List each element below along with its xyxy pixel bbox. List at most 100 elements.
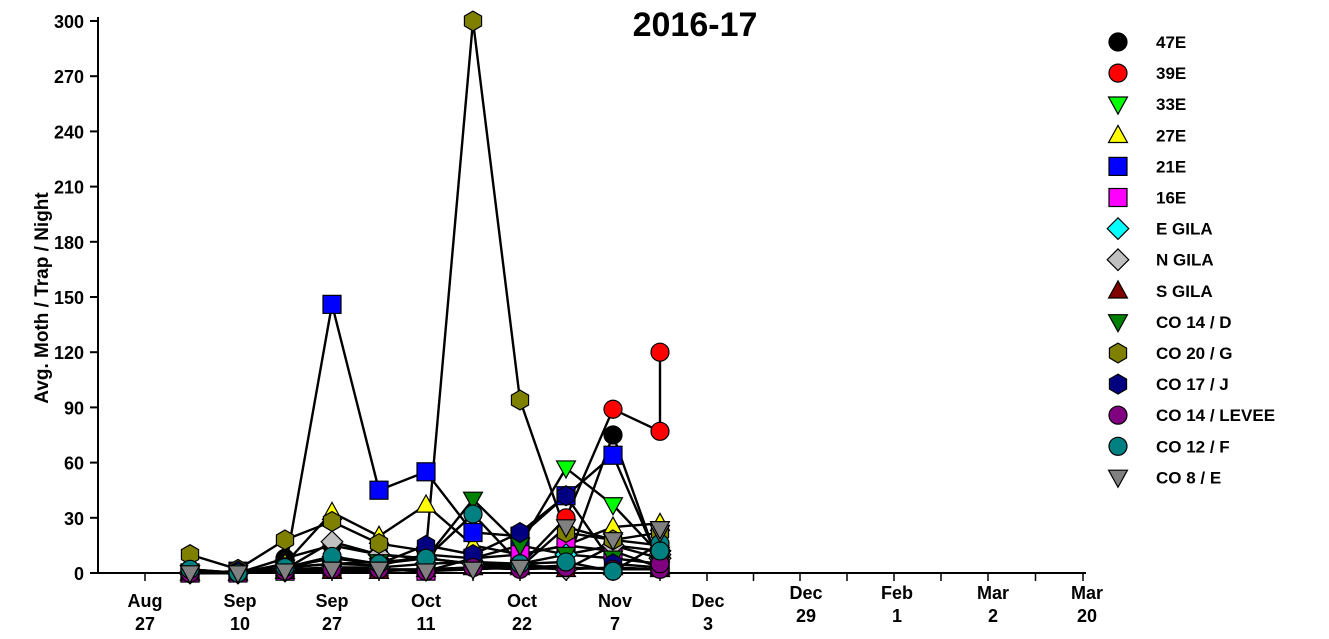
- data-point: [415, 563, 437, 583]
- legend-item: 27E: [1107, 124, 1186, 145]
- legend-marker: [1107, 279, 1129, 299]
- y-tick-label: 300: [54, 12, 84, 32]
- legend-marker: [1108, 32, 1128, 52]
- legend-label: 27E: [1156, 126, 1186, 145]
- x-tick-month: Feb: [881, 583, 913, 603]
- x-tick-month: Sep: [315, 591, 348, 611]
- legend-item: N GILA: [1106, 248, 1214, 272]
- legend: 47E 39E 33E 27E 21E 16E E GILA N GILA S GILA CO 1…: [1106, 32, 1275, 489]
- data-point: [556, 485, 576, 507]
- legend-label: CO 14 / LEVEE: [1156, 406, 1275, 425]
- x-tick-month: Oct: [411, 591, 441, 611]
- x-tick-day: 7: [610, 614, 620, 634]
- legend-item: 47E: [1108, 32, 1186, 52]
- y-tick-label: 90: [64, 398, 84, 418]
- legend-label: S GILA: [1156, 282, 1213, 301]
- x-tick-day: 22: [512, 614, 532, 634]
- x-tick-month: Mar: [1071, 583, 1103, 603]
- legend-label: N GILA: [1156, 251, 1214, 270]
- legend-label: 21E: [1156, 157, 1186, 176]
- legend-item: CO 20 / G: [1108, 342, 1233, 364]
- legend-marker: [1108, 405, 1128, 425]
- y-tick-label: 150: [54, 288, 84, 308]
- data-point: [227, 565, 249, 585]
- data-point: [274, 563, 296, 583]
- data-point: [463, 522, 483, 543]
- x-tick-month: Oct: [507, 591, 537, 611]
- data-point: [509, 559, 531, 579]
- legend-marker: [1107, 124, 1129, 144]
- data-point: [462, 491, 484, 511]
- series-markers: [178, 10, 672, 585]
- legend-marker: [1108, 373, 1128, 395]
- legend-item: 39E: [1108, 63, 1186, 83]
- y-tick-label: 120: [54, 343, 84, 363]
- data-point: [415, 493, 437, 513]
- x-tick-day: 29: [796, 606, 816, 626]
- legend-label: E GILA: [1156, 220, 1213, 239]
- data-point: [368, 561, 390, 581]
- data-point: [462, 561, 484, 581]
- legend-item: CO 14 / D: [1107, 313, 1232, 334]
- axes: 0306090120150180210240270300Aug27Sep10Se…: [54, 12, 1103, 634]
- legend-label: 47E: [1156, 33, 1186, 52]
- legend-marker: [1107, 96, 1129, 116]
- x-tick-month: Sep: [223, 591, 256, 611]
- legend-marker: [1108, 436, 1128, 456]
- data-point: [649, 521, 671, 540]
- x-tick-day: 27: [135, 614, 155, 634]
- x-tick-day: 11: [416, 614, 435, 634]
- x-tick-day: 20: [1077, 606, 1097, 626]
- legend-label: CO 17 / J: [1156, 375, 1229, 394]
- legend-label: 33E: [1156, 95, 1186, 114]
- data-point: [510, 521, 530, 544]
- y-tick-label: 270: [54, 67, 84, 87]
- legend-label: CO 20 / G: [1156, 344, 1233, 363]
- data-point: [602, 532, 624, 552]
- data-point: [603, 425, 623, 445]
- data-point: [322, 510, 342, 533]
- legend-item: CO 14 / LEVEE: [1108, 405, 1275, 425]
- legend-label: 16E: [1156, 189, 1186, 208]
- data-point: [603, 399, 623, 419]
- data-point: [650, 342, 670, 362]
- legend-marker: [1107, 314, 1129, 334]
- data-point: [603, 445, 623, 465]
- legend-marker: [1107, 469, 1129, 489]
- legend-label: CO 14 / D: [1156, 313, 1232, 332]
- y-tick-label: 30: [64, 509, 84, 529]
- legend-item: CO 17 / J: [1108, 373, 1229, 395]
- y-tick-label: 180: [54, 233, 84, 253]
- data-point: [369, 532, 389, 555]
- y-tick-label: 0: [74, 564, 84, 584]
- legend-item: CO 12 / F: [1108, 436, 1230, 456]
- legend-marker: [1106, 216, 1130, 241]
- data-point: [650, 421, 670, 441]
- data-point: [369, 480, 389, 500]
- legend-item: 21E: [1108, 156, 1186, 176]
- x-tick-month: Aug: [128, 591, 163, 611]
- legend-marker: [1108, 63, 1128, 83]
- legend-marker: [1108, 342, 1128, 364]
- x-tick-day: 3: [703, 614, 713, 634]
- data-point: [416, 462, 436, 482]
- data-point: [556, 552, 576, 572]
- data-point: [650, 541, 670, 561]
- y-tick-label: 240: [54, 122, 84, 142]
- data-point: [179, 565, 201, 585]
- series-lines: [189, 20, 662, 575]
- legend-marker: [1106, 248, 1130, 272]
- x-tick-month: Dec: [691, 591, 724, 611]
- data-point: [275, 529, 295, 551]
- data-point: [602, 497, 624, 517]
- x-tick-day: 1: [892, 606, 902, 626]
- y-tick-label: 60: [64, 454, 84, 474]
- data-point: [555, 519, 577, 539]
- x-tick-month: Dec: [789, 583, 822, 603]
- legend-item: CO 8 / E: [1107, 468, 1221, 489]
- legend-item: E GILA: [1106, 216, 1213, 241]
- data-point: [463, 504, 483, 524]
- x-tick-day: 2: [988, 606, 998, 626]
- data-point: [603, 561, 623, 581]
